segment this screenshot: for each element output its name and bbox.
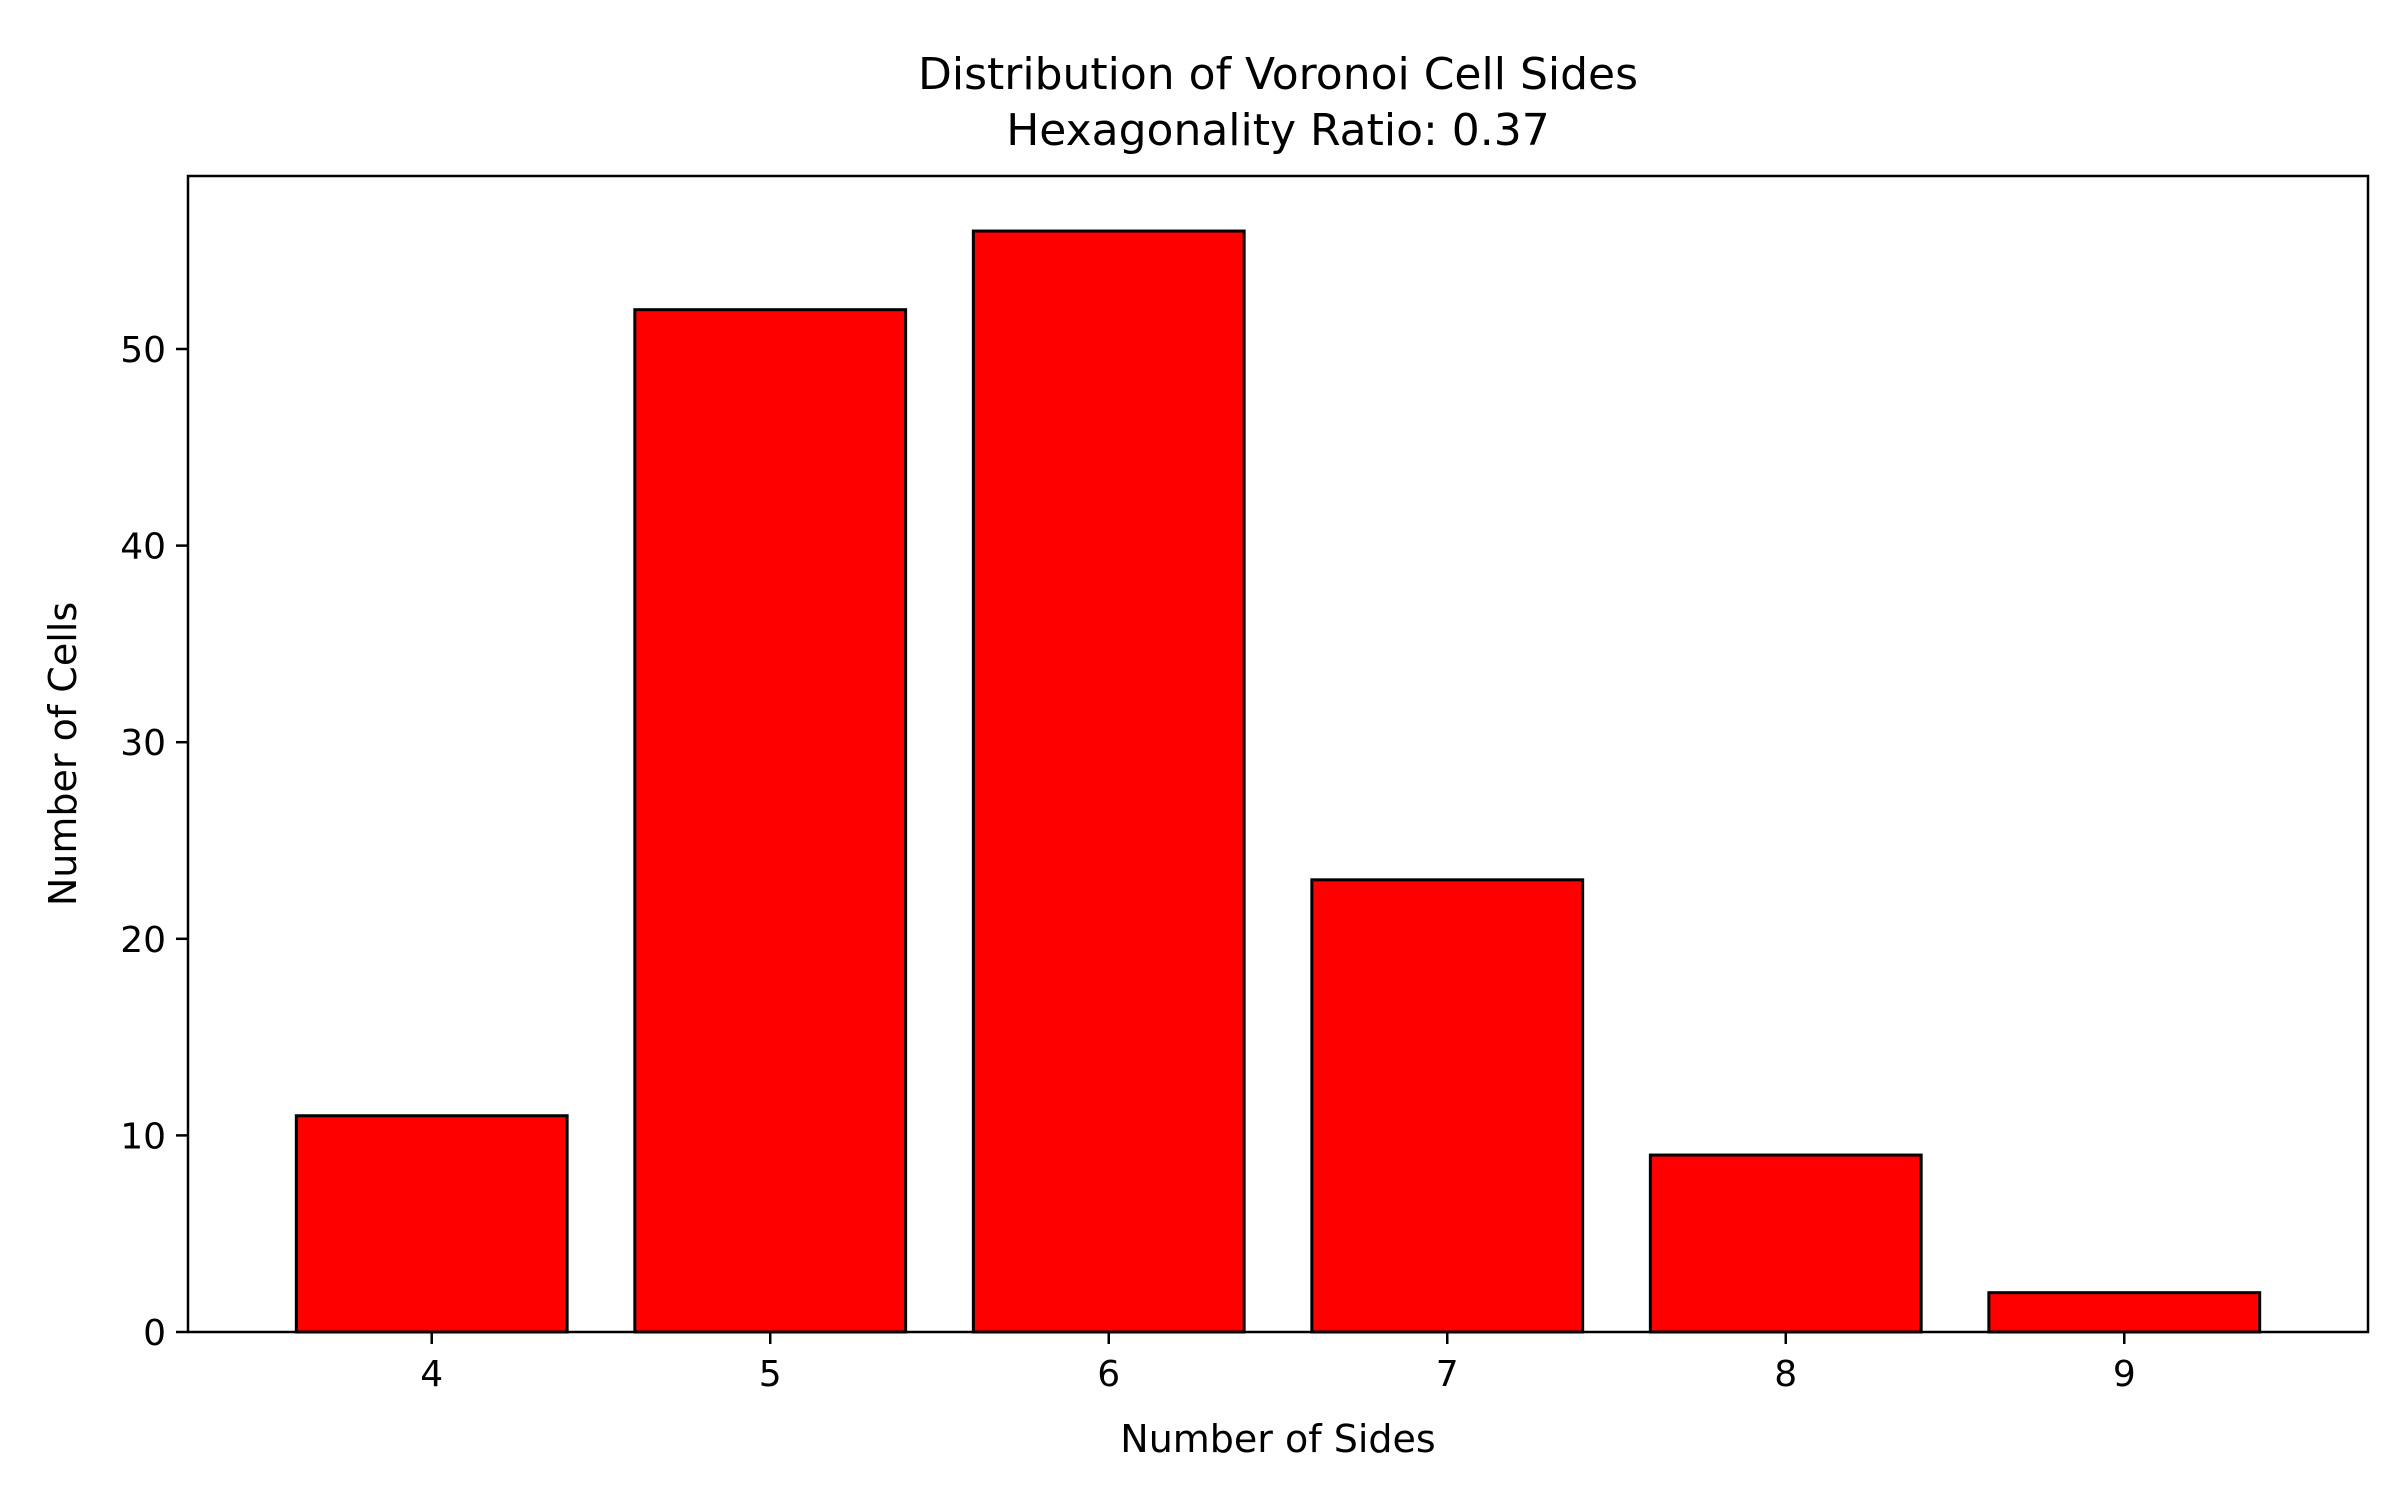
y-tick-label: 20: [120, 920, 166, 961]
y-tick-label: 30: [120, 723, 166, 764]
chart-title: Distribution of Voronoi Cell Sides: [918, 49, 1638, 100]
plot-frame: [186, 174, 2370, 1334]
x-axis-ticks: 4 5 6 7 8 9: [420, 1332, 2136, 1395]
bar-8: [1648, 1153, 1923, 1334]
bar-9: [1987, 1291, 2262, 1334]
bar-6: [971, 229, 1246, 1334]
y-tick-label: 50: [120, 330, 166, 371]
x-tick-label: 9: [2113, 1354, 2136, 1395]
x-tick-label: 4: [420, 1354, 443, 1395]
x-axis-label: Number of Sides: [1120, 1417, 1435, 1461]
y-tick-label: 10: [120, 1116, 166, 1157]
x-tick-label: 6: [1097, 1354, 1120, 1395]
chart-subtitle: Hexagonality Ratio: 0.37: [1006, 105, 1550, 156]
x-tick-label: 8: [1774, 1354, 1797, 1395]
bar-7: [1310, 878, 1585, 1334]
bar-4: [294, 1114, 569, 1334]
bar-5: [633, 308, 908, 1334]
bars: [294, 229, 2262, 1334]
y-axis-label: Number of Cells: [41, 602, 85, 906]
y-axis-ticks: 0 10 20 30 40 50: [120, 330, 188, 1354]
y-tick-label: 0: [143, 1313, 166, 1354]
y-tick-label: 40: [120, 527, 166, 568]
x-tick-label: 7: [1436, 1354, 1459, 1395]
x-tick-label: 5: [759, 1354, 782, 1395]
